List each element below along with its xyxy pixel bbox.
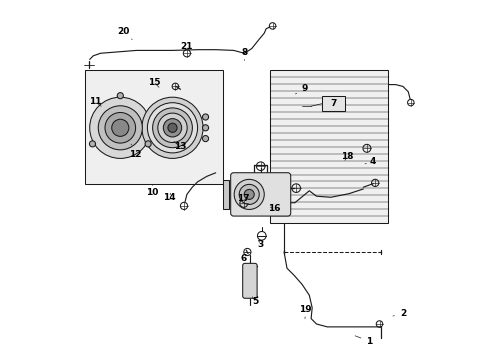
Text: 21: 21 [180, 42, 193, 51]
Circle shape [202, 114, 208, 120]
Text: 15: 15 [148, 78, 161, 87]
Text: 3: 3 [257, 240, 264, 249]
Text: 1: 1 [354, 336, 372, 346]
Bar [269, 70, 387, 223]
Circle shape [105, 112, 135, 143]
Circle shape [244, 189, 254, 199]
Circle shape [147, 103, 197, 153]
Circle shape [167, 123, 177, 132]
Bar [85, 70, 223, 184]
Text: 20: 20 [118, 27, 132, 40]
Circle shape [98, 106, 142, 150]
Text: 4: 4 [365, 158, 375, 166]
Circle shape [89, 141, 95, 147]
Circle shape [239, 184, 259, 204]
Text: 14: 14 [162, 193, 175, 202]
Text: 13: 13 [174, 141, 186, 151]
FancyBboxPatch shape [242, 264, 257, 298]
Circle shape [163, 119, 182, 137]
Circle shape [202, 135, 208, 141]
Text: 12: 12 [129, 144, 142, 159]
Text: 18: 18 [340, 152, 353, 161]
Text: 9: 9 [295, 84, 307, 94]
Bar [321, 96, 345, 111]
FancyBboxPatch shape [230, 173, 290, 216]
Text: 11: 11 [89, 97, 101, 106]
Circle shape [89, 97, 151, 158]
Circle shape [234, 179, 264, 210]
Text: 2: 2 [392, 309, 405, 318]
Circle shape [202, 125, 208, 131]
Text: 7: 7 [329, 99, 336, 108]
Circle shape [152, 108, 192, 148]
Text: 8: 8 [241, 48, 247, 60]
Circle shape [145, 141, 151, 147]
Circle shape [111, 119, 129, 136]
Text: 19: 19 [299, 305, 311, 319]
Circle shape [117, 93, 123, 99]
Text: 16: 16 [267, 204, 280, 213]
Circle shape [142, 97, 203, 158]
Text: 10: 10 [146, 184, 159, 197]
Text: 17: 17 [237, 194, 249, 202]
Circle shape [158, 113, 187, 143]
Polygon shape [223, 180, 229, 209]
Text: 6: 6 [240, 254, 246, 263]
Text: 5: 5 [252, 297, 258, 306]
